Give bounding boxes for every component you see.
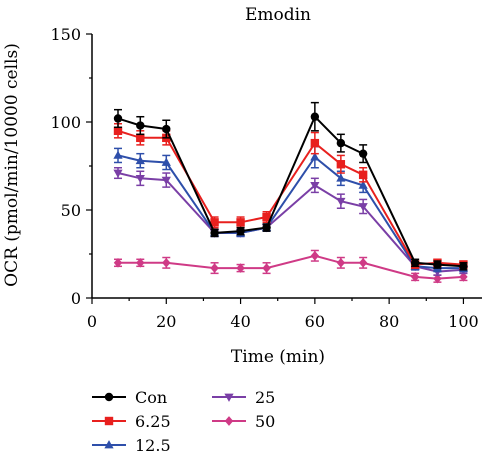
data-point: [136, 121, 145, 130]
data-point: [161, 176, 171, 185]
data-point: [358, 149, 368, 158]
data-point: [113, 150, 123, 159]
legend-label: 12.5: [135, 436, 171, 455]
data-point: [310, 250, 320, 261]
data-point: [210, 218, 219, 227]
data-point: [310, 138, 320, 148]
data-point: [236, 218, 245, 227]
chart-title: Emodin: [245, 5, 311, 25]
data-point: [162, 257, 171, 268]
data-point: [433, 273, 442, 284]
data-point: [136, 133, 145, 143]
y-tick-label: 0: [71, 289, 81, 308]
x-tick-label: 60: [305, 312, 325, 331]
x-tick-label: 0: [87, 312, 97, 331]
data-point: [210, 228, 219, 238]
legend-label: 6.25: [135, 412, 171, 431]
data-point: [236, 263, 245, 273]
legend-label: Con: [135, 388, 167, 407]
data-point: [358, 203, 368, 212]
legend-item: 6.25: [92, 412, 171, 431]
data-point: [310, 112, 320, 121]
data-point: [113, 169, 123, 178]
data-point: [113, 257, 123, 268]
data-point: [310, 182, 320, 191]
data-point: [410, 258, 420, 267]
series-line: [117, 129, 464, 266]
data-point: [135, 155, 145, 165]
x-tick-label: 20: [156, 312, 176, 331]
series-1: [113, 123, 468, 269]
data-point: [358, 257, 368, 268]
data-point: [336, 257, 346, 268]
data-point: [135, 174, 145, 184]
data-point: [262, 212, 271, 222]
x-axis-title: Time (min): [231, 347, 325, 367]
series-2: [113, 145, 469, 273]
y-tick-label: 50: [61, 201, 81, 220]
axes: 0 50 100 150 0 20 40 60 80 100: [50, 25, 482, 331]
legend-label: 25: [255, 388, 275, 407]
x-tick-label: 40: [230, 312, 250, 331]
legend-item: 50: [212, 412, 275, 431]
legend-marker: [224, 416, 234, 426]
data-point: [336, 160, 346, 169]
data-point: [410, 272, 420, 282]
data-point: [336, 197, 346, 207]
data-point: [358, 180, 368, 189]
y-tick-label: 150: [50, 25, 81, 44]
data-point: [262, 223, 271, 232]
legend-marker: [104, 392, 114, 402]
data-point: [310, 152, 320, 161]
legend-item: 25: [212, 388, 275, 407]
legend-marker: [224, 393, 234, 402]
data-point: [336, 173, 346, 182]
data-point: [210, 263, 219, 273]
legend-marker: [104, 440, 114, 449]
data-point: [459, 262, 468, 271]
data-point: [433, 260, 442, 269]
series-0: [113, 101, 468, 271]
x-tick-label: 80: [379, 312, 399, 331]
x-tick-label: 100: [448, 312, 479, 331]
data-point: [161, 157, 171, 166]
data-point: [136, 257, 145, 268]
legend-marker: [104, 416, 114, 426]
data-point: [113, 126, 123, 135]
legend-label: 50: [255, 412, 275, 431]
series-layer: [113, 101, 469, 284]
data-point: [162, 124, 171, 134]
legend-item: 12.5: [92, 436, 171, 455]
data-point: [113, 114, 123, 123]
data-point: [336, 138, 346, 148]
data-point: [358, 170, 368, 179]
legend: Con 6.25 12.5 25 50: [92, 388, 275, 455]
y-axis-title: OCR (pmol/min/10000 cells): [2, 43, 22, 287]
y-tick-label: 100: [50, 113, 81, 132]
data-point: [262, 263, 271, 273]
data-point: [236, 226, 245, 236]
legend-item: Con: [92, 388, 167, 407]
data-point: [459, 272, 468, 282]
